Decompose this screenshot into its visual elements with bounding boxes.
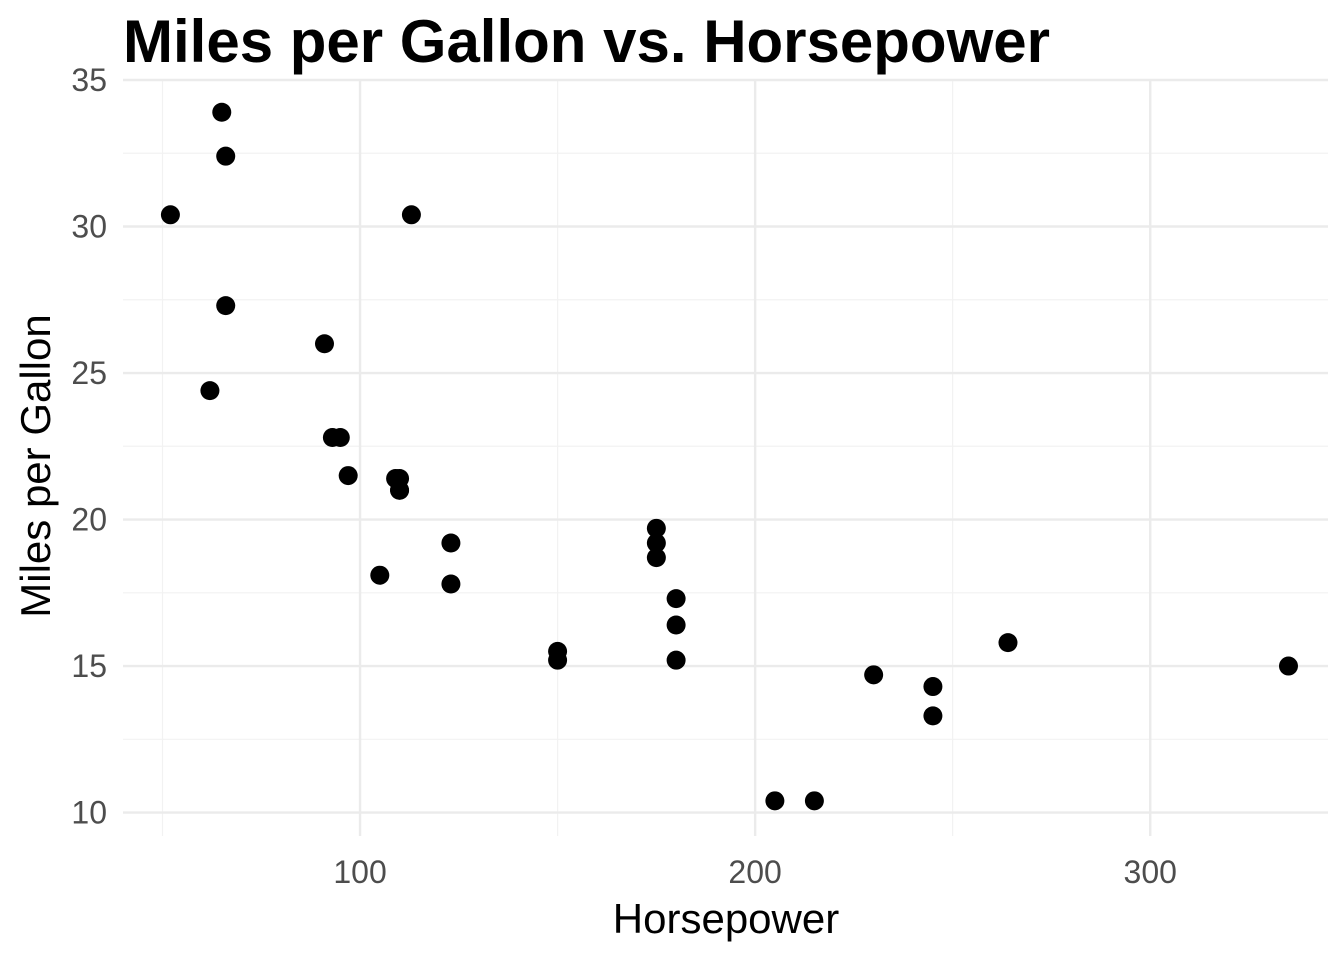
y-axis-tick-labels: 10 15 20 25 30 35 (71, 62, 107, 831)
chart-title: Miles per Gallon vs. Horsepower (123, 8, 1050, 75)
x-axis-title: Horsepower (613, 895, 839, 942)
data-point (401, 205, 421, 225)
grid (123, 78, 1328, 836)
data-point (804, 791, 824, 811)
data-point (330, 427, 350, 447)
y-tick-label: 20 (71, 502, 107, 538)
y-tick-label: 30 (71, 209, 107, 245)
x-axis-tick-labels: 100 200 300 (333, 854, 1177, 890)
y-tick-label: 15 (71, 648, 107, 684)
data-points (160, 102, 1298, 811)
data-point (646, 518, 666, 538)
data-point (1278, 656, 1298, 676)
data-point (386, 469, 406, 489)
data-point (338, 466, 358, 486)
data-point (441, 533, 461, 553)
data-point (923, 677, 943, 697)
x-tick-label: 100 (333, 854, 386, 890)
data-point (548, 650, 568, 670)
data-point (370, 565, 390, 585)
data-point (212, 102, 232, 122)
y-tick-label: 25 (71, 355, 107, 391)
y-tick-label: 10 (71, 795, 107, 831)
data-point (998, 633, 1018, 653)
y-axis-title: Miles per Gallon (12, 314, 59, 617)
data-point (666, 589, 686, 609)
y-tick-label: 35 (71, 62, 107, 98)
data-point (666, 650, 686, 670)
data-point (765, 791, 785, 811)
data-point (200, 381, 220, 401)
x-tick-label: 300 (1124, 854, 1177, 890)
data-point (216, 146, 236, 166)
data-point (923, 706, 943, 726)
data-point (666, 615, 686, 635)
data-point (160, 205, 180, 225)
data-point (864, 665, 884, 685)
x-tick-label: 200 (728, 854, 781, 890)
data-point (646, 548, 666, 568)
data-point (441, 574, 461, 594)
data-point (216, 296, 236, 316)
data-point (314, 334, 334, 354)
data-point (646, 533, 666, 553)
